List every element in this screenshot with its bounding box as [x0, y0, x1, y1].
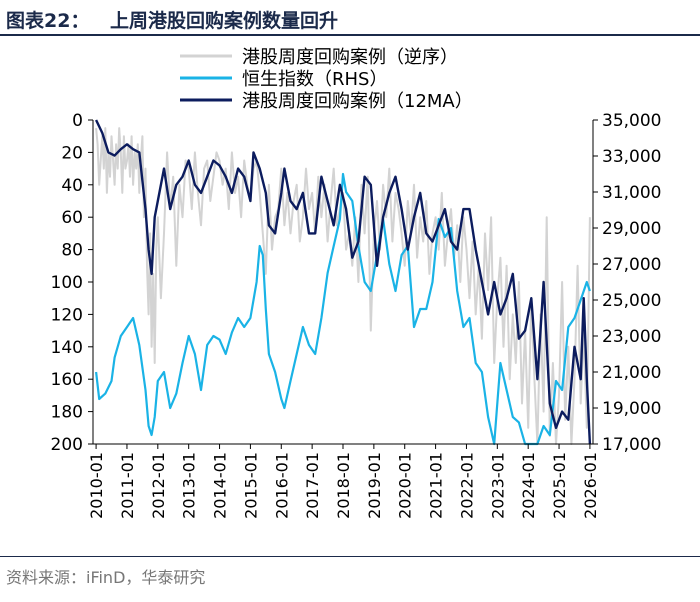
right-tick-label: 17,000 [602, 435, 661, 455]
right-tick-label: 21,000 [602, 363, 661, 383]
left-tick-label: 160 [51, 370, 83, 390]
figure-title: 上周港股回购案例数量回升 [110, 10, 339, 32]
left-tick-label: 100 [51, 273, 83, 293]
title-bar: 图表22： 上周港股回购案例数量回升 [0, 0, 700, 36]
legend-label-weekly: 港股周度回购案例（逆序） [242, 47, 458, 68]
x-tick-label: 2016-01 [272, 452, 291, 519]
x-tick-label: 2013-01 [180, 452, 199, 519]
left-tick-label: 120 [51, 305, 83, 325]
left-tick-label: 20 [61, 143, 83, 163]
chart: 港股周度回购案例（逆序）恒生指数（RHS）港股周度回购案例（12MA） 0 20 4… [51, 47, 662, 519]
legend-label-hsi: 恒生指数（RHS） [242, 69, 387, 90]
right-tick-label: 33,000 [602, 147, 661, 167]
figure-label: 图表22： [6, 10, 90, 32]
plot-area [95, 119, 592, 446]
x-tick-label: 2026-01 [581, 452, 600, 519]
legend-label-ma12: 港股周度回购案例（12MA） [242, 91, 473, 112]
left-tick-label: 180 [51, 403, 83, 423]
series-line-ma12 [95, 119, 592, 445]
x-tick-label: 2024-01 [519, 452, 538, 519]
right-tick-label: 19,000 [602, 399, 661, 419]
series-line-hsi [95, 172, 591, 446]
x-tick-label: 2021-01 [427, 452, 446, 519]
x-tick-label: 2025-01 [550, 452, 569, 519]
right-tick-label: 31,000 [602, 183, 661, 203]
x-tick-label: 2022-01 [457, 452, 476, 519]
title-rule [0, 34, 700, 36]
x-tick-label: 2020-01 [396, 452, 415, 519]
x-tick-label: 2011-01 [118, 452, 137, 519]
left-tick-label: 0 [72, 111, 83, 131]
right-tick-label: 25,000 [602, 291, 661, 311]
left-tick-label: 60 [61, 208, 83, 228]
right-y-axis: 17,000 19,000 21,000 23,000 25,000 27,000 29,0… [592, 111, 661, 455]
legend: 港股周度回购案例（逆序）恒生指数（RHS）港股周度回购案例（12MA） [180, 47, 473, 112]
x-tick-label: 2010-01 [87, 452, 106, 519]
x-tick-label: 2014-01 [211, 452, 230, 519]
right-tick-label: 35,000 [602, 111, 661, 131]
bottom-rule [0, 556, 700, 557]
left-tick-label: 80 [61, 241, 83, 261]
x-tick-label: 2023-01 [488, 452, 507, 519]
left-tick-label: 200 [51, 435, 83, 455]
x-tick-label: 2017-01 [303, 452, 322, 519]
right-tick-label: 23,000 [602, 327, 661, 347]
left-y-axis: 0 20 40 60 80 100 120 140 160 180 200 [51, 111, 94, 455]
x-tick-label: 2012-01 [149, 452, 168, 519]
left-tick-label: 140 [51, 338, 83, 358]
left-tick-label: 40 [61, 176, 83, 196]
x-axis: 2010-01 2011-01 2012-01 2013-01 2014-01 2015-… [87, 443, 600, 519]
source-note: 资料来源：iFinD，华泰研究 [6, 568, 206, 587]
right-tick-label: 27,000 [602, 255, 661, 275]
right-tick-label: 29,000 [602, 219, 661, 239]
x-tick-label: 2018-01 [334, 452, 353, 519]
x-tick-label: 2019-01 [365, 452, 384, 519]
x-tick-label: 2015-01 [241, 452, 260, 519]
